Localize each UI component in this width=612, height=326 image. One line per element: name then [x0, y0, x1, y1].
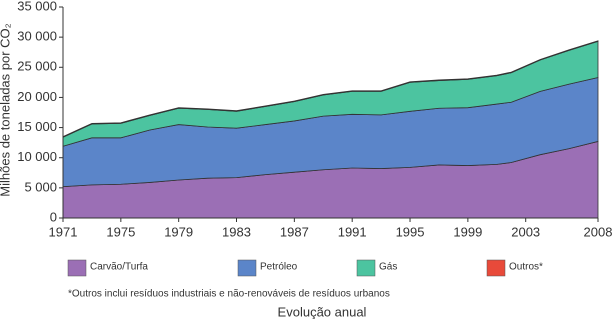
x-tick-label: 1983 — [222, 224, 251, 239]
x-tick-label: 1975 — [106, 224, 135, 239]
x-tick-label: 1979 — [164, 224, 193, 239]
legend-label: Petróleo — [260, 262, 298, 273]
y-tick-label: 15 000 — [17, 119, 57, 134]
x-axis-label: Evolução anual — [278, 304, 367, 319]
legend-label: Gás — [379, 262, 397, 273]
x-tick-label: 1991 — [338, 224, 367, 239]
y-tick-label: 10 000 — [17, 149, 57, 164]
y-tick-label: 20 000 — [17, 89, 57, 104]
legend-label: Carvão/Turfa — [90, 262, 148, 273]
x-tick-label: 2008 — [584, 224, 612, 239]
y-tick-label: 35 000 — [17, 0, 57, 13]
x-tick-label: 2003 — [511, 224, 540, 239]
x-tick-label: 1995 — [396, 224, 425, 239]
y-tick-label: 5 000 — [24, 179, 57, 194]
y-tick-label: 30 000 — [17, 29, 57, 44]
legend-swatch — [356, 259, 376, 277]
x-tick-label: 1971 — [49, 224, 78, 239]
legend-label: Outros* — [509, 262, 543, 273]
x-tick-label: 1987 — [280, 224, 309, 239]
footnote: *Outros inclui resíduos industriais e nã… — [68, 289, 390, 300]
y-axis-label: Milhões de toneladas por CO₂ — [0, 23, 12, 196]
y-tick-label: 25 000 — [17, 59, 57, 74]
area — [62, 40, 599, 138]
legend-swatch — [237, 259, 257, 277]
x-tick-label: 1999 — [453, 224, 482, 239]
y-tick-label: 0 — [50, 209, 57, 224]
legend-swatch — [67, 259, 87, 277]
legend-swatch — [486, 259, 506, 277]
